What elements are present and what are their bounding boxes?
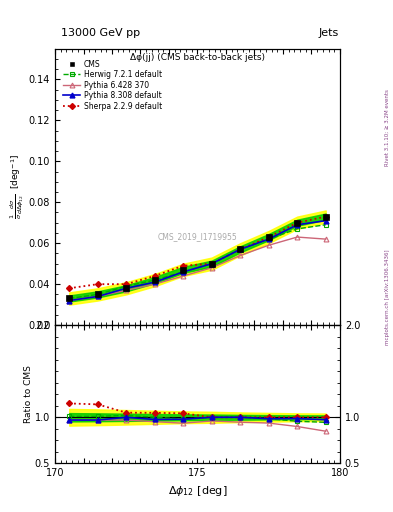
- Text: Jets: Jets: [318, 28, 339, 38]
- Text: Δφ(jj) (CMS back-to-back jets): Δφ(jj) (CMS back-to-back jets): [130, 53, 265, 62]
- Y-axis label: Ratio to CMS: Ratio to CMS: [24, 365, 33, 423]
- Text: Rivet 3.1.10; ≥ 3.2M events: Rivet 3.1.10; ≥ 3.2M events: [385, 90, 390, 166]
- X-axis label: $\Delta\phi_{12}$ [deg]: $\Delta\phi_{12}$ [deg]: [168, 484, 227, 498]
- Legend: CMS, Herwig 7.2.1 default, Pythia 6.428 370, Pythia 8.308 default, Sherpa 2.2.9 : CMS, Herwig 7.2.1 default, Pythia 6.428 …: [62, 58, 163, 112]
- Text: 13000 GeV pp: 13000 GeV pp: [61, 28, 140, 38]
- Text: mcplots.cern.ch [arXiv:1306.3436]: mcplots.cern.ch [arXiv:1306.3436]: [385, 249, 390, 345]
- Text: CMS_2019_I1719955: CMS_2019_I1719955: [158, 232, 237, 241]
- Y-axis label: $\frac{1}{\sigma}\frac{d\sigma}{d\Delta\phi_{12}}$  [deg$^{-1}$]: $\frac{1}{\sigma}\frac{d\sigma}{d\Delta\…: [9, 154, 26, 220]
